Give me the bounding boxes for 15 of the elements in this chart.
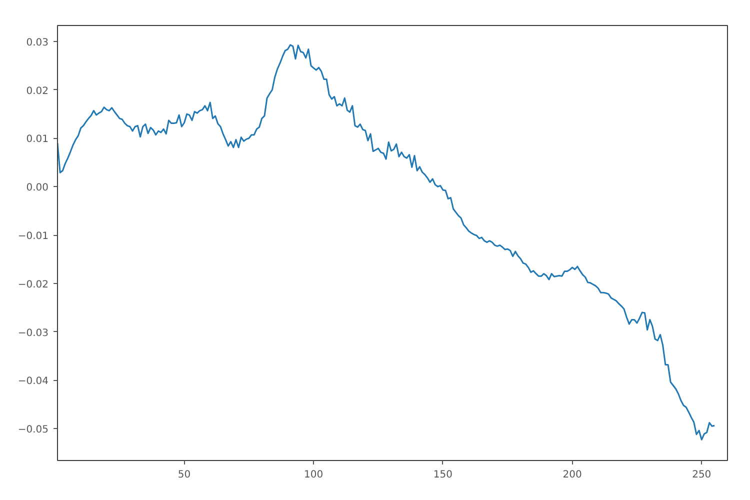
y-tick-label: −0.02 [18,279,49,290]
x-tick-label: 200 [562,470,582,480]
line-series [58,44,716,440]
x-tick-label: 50 [178,470,191,480]
y-tick-label: 0.01 [26,134,48,146]
y-tick-label: −0.03 [18,328,49,339]
x-tick-label: 150 [433,470,452,480]
x-tick-label: 250 [692,470,712,480]
y-tick-label: −0.04 [18,376,49,388]
x-tick-label: 100 [304,470,324,480]
y-tick-label: 0.03 [26,37,48,48]
y-tick-label: 0.02 [26,86,48,97]
y-tick-label: −0.01 [18,231,49,242]
y-tick-label: −0.05 [18,424,49,436]
y-tick-label: 0.00 [26,182,48,194]
